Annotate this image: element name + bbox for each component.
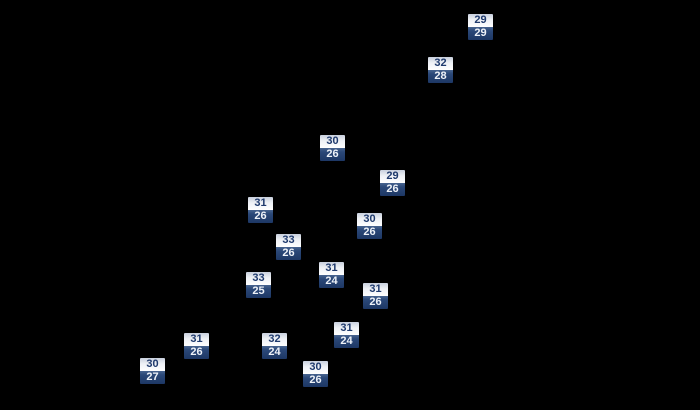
temperature-label[interactable]: 31 26 [363,283,388,309]
temperature-label[interactable]: 31 26 [248,197,273,223]
low-temp-value: 28 [428,70,453,83]
high-temp-value: 31 [363,283,388,296]
low-temp-value: 24 [262,346,287,359]
low-temp-value: 26 [357,226,382,239]
high-temp-value: 30 [303,361,328,374]
low-temp-value: 26 [380,183,405,196]
temperature-label[interactable]: 33 25 [246,272,271,298]
temperature-label[interactable]: 32 28 [428,57,453,83]
temperature-label[interactable]: 30 26 [320,135,345,161]
low-temp-value: 26 [248,210,273,223]
temperature-label[interactable]: 29 26 [380,170,405,196]
high-temp-value: 31 [319,262,344,275]
temperature-label[interactable]: 29 29 [468,14,493,40]
high-temp-value: 31 [248,197,273,210]
low-temp-value: 25 [246,285,271,298]
high-temp-value: 30 [140,358,165,371]
low-temp-value: 24 [334,335,359,348]
temperature-label[interactable]: 31 24 [319,262,344,288]
temperature-label[interactable]: 30 26 [357,213,382,239]
low-temp-value: 24 [319,275,344,288]
temperature-label[interactable]: 32 24 [262,333,287,359]
high-temp-value: 29 [468,14,493,27]
high-temp-value: 33 [246,272,271,285]
temperature-label[interactable]: 30 26 [303,361,328,387]
low-temp-value: 26 [363,296,388,309]
high-temp-value: 31 [334,322,359,335]
low-temp-value: 26 [303,374,328,387]
high-temp-value: 32 [428,57,453,70]
temperature-label[interactable]: 31 24 [334,322,359,348]
temperature-label[interactable]: 31 26 [184,333,209,359]
high-temp-value: 30 [320,135,345,148]
low-temp-value: 27 [140,371,165,384]
high-temp-value: 31 [184,333,209,346]
low-temp-value: 26 [320,148,345,161]
low-temp-value: 29 [468,27,493,40]
low-temp-value: 26 [184,346,209,359]
high-temp-value: 29 [380,170,405,183]
low-temp-value: 26 [276,247,301,260]
temperature-label[interactable]: 33 26 [276,234,301,260]
high-temp-value: 30 [357,213,382,226]
temperature-label[interactable]: 30 27 [140,358,165,384]
high-temp-value: 33 [276,234,301,247]
high-temp-value: 32 [262,333,287,346]
